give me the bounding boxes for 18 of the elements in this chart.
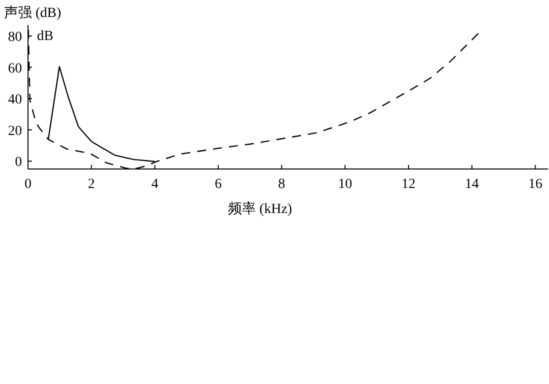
x-tick-label: 10 (338, 177, 352, 192)
x-tick-label: 2 (88, 177, 95, 192)
x-tick-label: 4 (151, 177, 158, 192)
y-tick-label: 0 (15, 155, 22, 170)
x-tick-label: 6 (214, 177, 222, 192)
x-tick-label: 8 (278, 177, 286, 192)
x-tick-label: 0 (24, 177, 32, 192)
y-tick-label: 40 (8, 92, 22, 108)
y-tick-label: 20 (8, 124, 22, 139)
annotation: dB (37, 29, 54, 44)
y-tick-label: 60 (8, 61, 22, 76)
x-axis-title: 频率 (kHz) (228, 201, 292, 217)
x-tick-label: 12 (401, 177, 416, 192)
x-tick-label: 16 (528, 177, 542, 192)
y-axis-title: 声强 (dB) (4, 5, 62, 21)
x-tick-label: 14 (464, 177, 479, 192)
y-tick-label: 80 (8, 30, 22, 45)
line-series (48, 66, 156, 162)
